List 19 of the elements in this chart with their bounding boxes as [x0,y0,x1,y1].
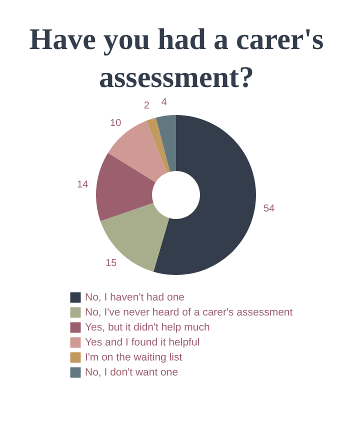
legend-label: No, I've never heard of a carer's assessment [85,306,293,318]
legend-label: No, I haven't had one [85,292,185,304]
data-label: 14 [77,180,89,191]
legend-label: No, I don't want one [85,366,178,378]
donut-slice [96,152,156,222]
data-label: 4 [161,96,168,108]
donut-slice [108,120,168,182]
chart-title: Have you had a carer's assessment? [29,23,324,94]
legend-label: Yes, but it didn't help much [85,322,210,334]
data-label: 2 [144,100,150,112]
legend-label: I'm on the waiting list [85,352,182,364]
data-label: 10 [110,118,122,129]
legend-label: Yes and I found it helpful [85,336,200,348]
data-label: 54 [263,203,276,214]
donut-slice [156,115,176,172]
donut-slice [153,115,256,275]
donut-slice [100,202,170,272]
donut-slice [146,118,170,173]
data-label: 15 [106,258,118,270]
